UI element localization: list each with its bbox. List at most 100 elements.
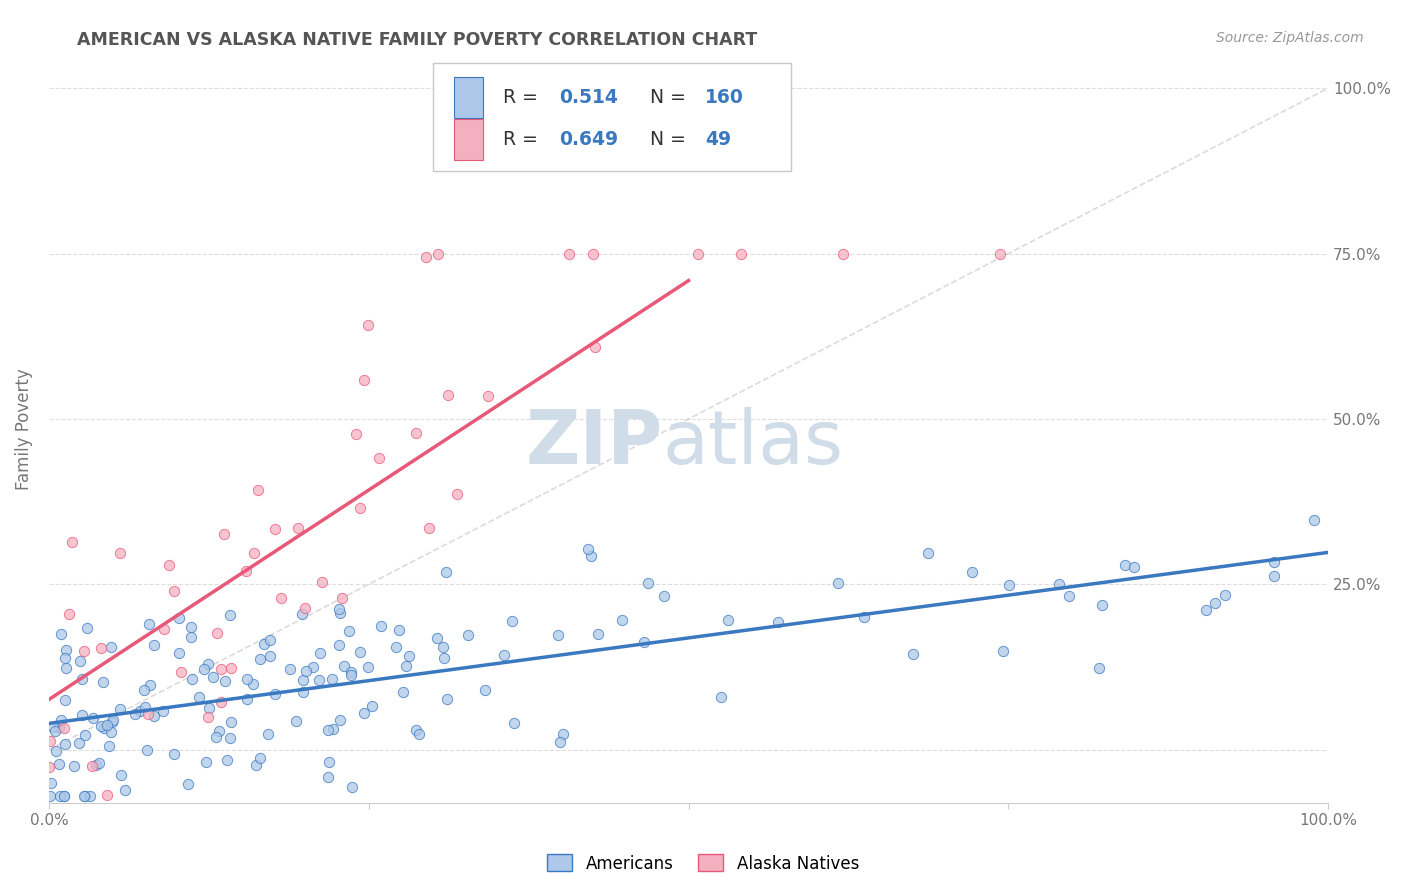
Point — [357, 318, 380, 332]
Point — [80, 759, 103, 773]
Point — [73, 728, 96, 742]
Point — [103, 713, 125, 727]
Point — [96, 717, 118, 731]
Point — [344, 427, 367, 442]
Point — [209, 662, 232, 676]
Point — [294, 600, 316, 615]
Point — [218, 731, 240, 746]
FancyBboxPatch shape — [433, 62, 792, 171]
Point — [96, 789, 118, 803]
Point — [73, 789, 96, 803]
Point — [93, 722, 115, 736]
Point — [208, 724, 231, 739]
Point — [768, 615, 790, 629]
Point — [1213, 588, 1236, 602]
Point — [153, 623, 176, 637]
Point — [1114, 558, 1136, 573]
Point — [730, 246, 752, 260]
Point — [256, 727, 278, 741]
Point — [205, 625, 228, 640]
Point — [1047, 577, 1070, 591]
Point — [357, 660, 380, 674]
Point — [52, 789, 75, 803]
Point — [385, 640, 408, 655]
Point — [579, 549, 602, 563]
Point — [195, 756, 218, 770]
Point — [53, 737, 76, 751]
Point — [73, 789, 96, 803]
Point — [235, 564, 257, 578]
Point — [51, 713, 73, 727]
Point — [134, 700, 156, 714]
Text: R =: R = — [503, 130, 538, 149]
Point — [637, 576, 659, 591]
Point — [321, 673, 343, 687]
Point — [433, 651, 456, 665]
Point — [370, 618, 392, 632]
Point — [253, 636, 276, 650]
Point — [49, 789, 72, 803]
Point — [177, 777, 200, 791]
Point — [197, 657, 219, 672]
Point — [55, 642, 77, 657]
Point — [960, 566, 983, 580]
Point — [1123, 559, 1146, 574]
Point — [90, 719, 112, 733]
Point — [547, 627, 569, 641]
Point — [1090, 599, 1112, 613]
Point — [90, 641, 112, 656]
Point — [917, 546, 939, 560]
Point — [180, 620, 202, 634]
Point — [163, 583, 186, 598]
Point — [219, 661, 242, 675]
Point — [492, 648, 515, 663]
Point — [79, 789, 101, 803]
Point — [285, 714, 308, 728]
Point — [717, 613, 740, 627]
Point — [73, 644, 96, 658]
Point — [236, 691, 259, 706]
Point — [302, 660, 325, 674]
Point — [901, 647, 924, 661]
Point — [405, 426, 427, 441]
Point — [100, 725, 122, 739]
Point — [415, 250, 437, 264]
Point — [446, 487, 468, 501]
Point — [328, 601, 350, 615]
Point — [219, 608, 242, 623]
Point — [337, 624, 360, 639]
Point — [41, 720, 63, 734]
Point — [108, 546, 131, 560]
Point — [187, 690, 209, 705]
Point — [1263, 568, 1285, 582]
Point — [1057, 589, 1080, 603]
Point — [309, 646, 332, 660]
Point — [353, 373, 375, 387]
Point — [264, 522, 287, 536]
Point — [329, 606, 352, 620]
Text: 49: 49 — [706, 130, 731, 149]
Point — [249, 750, 271, 764]
Point — [316, 770, 339, 784]
Point — [91, 674, 114, 689]
Point — [142, 638, 165, 652]
Point — [582, 246, 605, 260]
Point — [408, 727, 430, 741]
Point — [997, 578, 1019, 592]
Point — [432, 640, 454, 655]
Point — [368, 451, 391, 466]
Point — [391, 685, 413, 699]
Text: 0.514: 0.514 — [560, 88, 619, 107]
Point — [333, 659, 356, 673]
Point — [100, 640, 122, 654]
Point — [340, 665, 363, 680]
Point — [212, 527, 235, 541]
Point — [100, 715, 122, 730]
Text: 160: 160 — [706, 88, 744, 107]
Point — [457, 628, 479, 642]
Point — [405, 723, 427, 737]
Point — [72, 707, 94, 722]
Point — [330, 591, 353, 606]
Point — [167, 611, 190, 625]
Point — [129, 704, 152, 718]
